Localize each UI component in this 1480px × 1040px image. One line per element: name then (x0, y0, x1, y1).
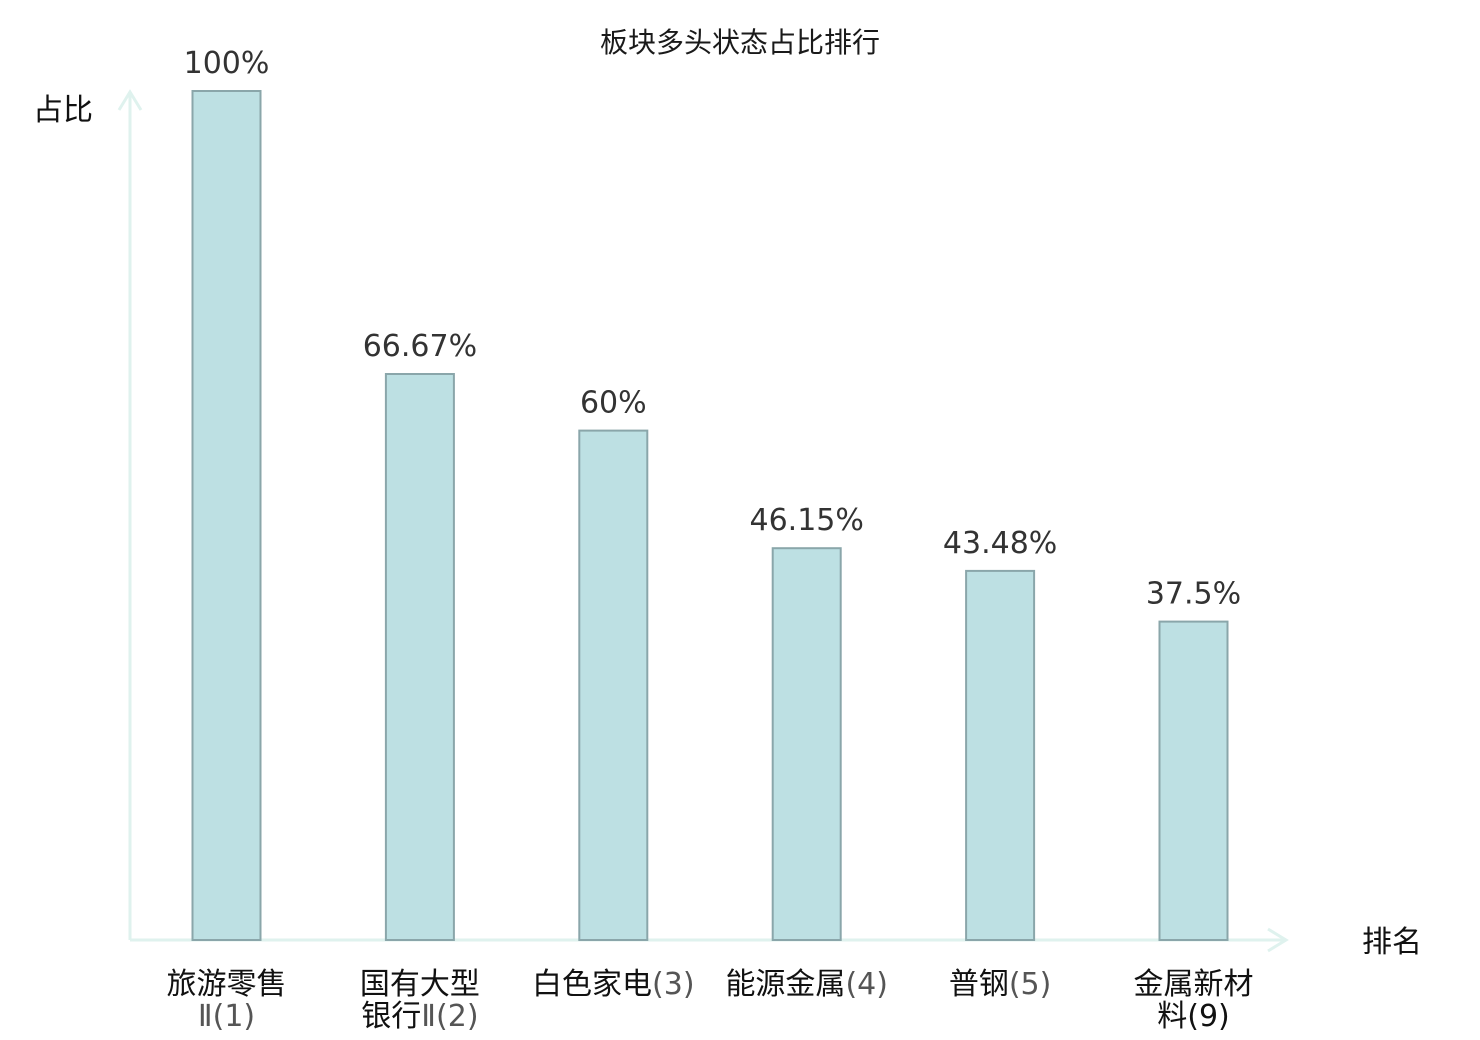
value-labels: 100% 66.67% 60% 46.15% 43.48% 37.5% (184, 46, 1242, 612)
y-axis (117, 89, 143, 940)
category-label-5-line-1: 普钢(5) (949, 967, 1052, 1002)
bar-6 (1158, 620, 1229, 941)
bar-3 (578, 429, 649, 941)
bar-1 (191, 90, 262, 941)
category-label-1-line-2: Ⅱ(1) (198, 999, 255, 1034)
value-label-1: 100% (184, 46, 270, 81)
category-label-4-line-1: 能源金属(4) (725, 967, 888, 1002)
bar-2 (384, 373, 455, 941)
category-label-6-line-1: 金属新材 (1134, 967, 1254, 1002)
value-label-5: 43.48% (943, 526, 1057, 561)
bar-5 (965, 569, 1036, 942)
bar-4 (771, 547, 842, 941)
value-label-3: 60% (580, 386, 647, 421)
x-axis (130, 927, 1289, 953)
category-label-2-line-2: 银行Ⅱ(2) (361, 999, 478, 1034)
x-axis-label: 排名 (1362, 925, 1422, 960)
category-label-6-line-2: 料(9) (1157, 999, 1230, 1034)
value-label-4: 46.15% (750, 503, 864, 538)
category-label-3-line-1: 白色家电(3) (532, 967, 695, 1002)
category-label-2-line-1: 国有大型 (360, 967, 480, 1002)
bar-series (191, 90, 1229, 942)
chart-title: 板块多头状态占比排行 (600, 26, 880, 59)
value-label-6: 37.5% (1146, 577, 1241, 612)
value-label-2: 66.67% (363, 329, 477, 364)
y-axis-label: 占比 (33, 93, 93, 128)
category-label-1-line-1: 旅游零售 (167, 967, 287, 1002)
